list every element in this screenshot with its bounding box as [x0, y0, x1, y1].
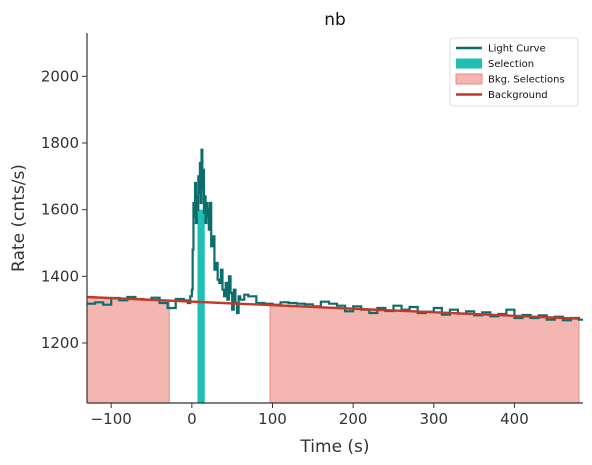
legend-entry: Bkg. Selections: [488, 75, 565, 86]
x-tick-label: −100: [91, 410, 132, 428]
legend-box: [449, 37, 579, 107]
legend-entry: Selection: [488, 59, 534, 70]
chart-title: nb: [324, 10, 346, 30]
y-axis-label: Rate (cnts/s): [9, 164, 29, 272]
y-tick-label: 2000: [41, 67, 79, 85]
x-tick-label: 0: [187, 410, 197, 428]
x-tick-label: 200: [339, 410, 368, 428]
y-tick-label: 1800: [41, 134, 79, 152]
y-tick-label: 1200: [41, 334, 79, 352]
y-tick-label: 1400: [41, 267, 79, 285]
legend-entry: Background: [488, 90, 548, 101]
x-tick-label: 400: [500, 410, 529, 428]
x-tick-label: 300: [419, 410, 448, 428]
legend-swatch: [455, 73, 483, 85]
y-tick-label: 1600: [41, 201, 79, 219]
bkg-selection-region: [269, 304, 580, 404]
legend: Light Curve Selection Bkg. Selections Backg…: [449, 37, 579, 107]
background-line: [86, 295, 580, 320]
axes: −100 0 100 200 300 400 1200 1400 1600 1800 2000: [41, 33, 583, 428]
selection-region: [197, 209, 205, 403]
light-curve-series: [87, 148, 583, 322]
legend-swatch: [456, 58, 482, 69]
x-axis-label: Time (s): [299, 437, 369, 457]
legend-entry: Light Curve: [488, 44, 546, 55]
bkg-selection-region: [86, 296, 170, 404]
x-tick-label: 100: [258, 410, 287, 428]
